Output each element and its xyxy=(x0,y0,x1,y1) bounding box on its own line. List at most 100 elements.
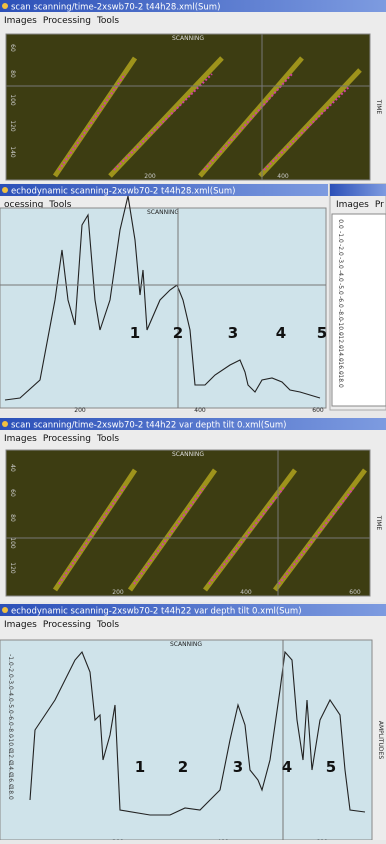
peak-marker: 5 xyxy=(326,758,336,776)
y-tick-label: -4.0 xyxy=(337,270,344,282)
y-tick-label: 120 xyxy=(9,120,16,132)
window-title: echodynamic scanning-2xswb70-2 t44h22 va… xyxy=(11,607,302,617)
menu-item[interactable]: Tools xyxy=(48,200,71,210)
menu-item[interactable]: ocessing xyxy=(4,200,43,210)
y-tick-label: -4.0 xyxy=(7,690,14,702)
y-tick-label: -8.0 xyxy=(337,309,344,321)
peak-marker: 1 xyxy=(135,758,145,776)
menu-item[interactable]: Pr xyxy=(375,200,384,210)
menu-item[interactable]: Tools xyxy=(96,16,119,26)
plot-title: SCANNING xyxy=(170,641,202,648)
window-icon xyxy=(2,3,8,9)
window-title: echodynamic scanning-2xswb70-2 t44h28.xm… xyxy=(11,187,235,197)
x-tick-label: 400 xyxy=(194,407,206,414)
menu-item[interactable]: Images xyxy=(4,620,37,630)
y-tick-label: 80 xyxy=(9,70,16,78)
menu-item[interactable]: Tools xyxy=(96,434,119,444)
y-tick-label: -18.0 xyxy=(7,784,14,800)
plot-area xyxy=(5,33,371,181)
menu-item[interactable]: Processing xyxy=(43,434,91,444)
peak-marker: 3 xyxy=(228,324,238,342)
y-tick-label: -1.0 xyxy=(7,654,14,666)
x-tick-label: 600 xyxy=(312,407,324,414)
y-tick-label: -6.0 xyxy=(337,296,344,308)
x-tick-label: 400 xyxy=(240,589,252,596)
window-icon xyxy=(2,421,8,427)
y-tick-label: -16.0 xyxy=(7,772,14,788)
signal-peak xyxy=(58,73,126,171)
title-bar xyxy=(0,0,386,12)
signal-peak xyxy=(263,85,351,171)
y-tick-label: -14.0 xyxy=(7,760,14,776)
y-tick-label: -10.0 xyxy=(337,320,344,336)
plot-area xyxy=(0,207,327,409)
y-tick-label: -18.0 xyxy=(337,372,344,388)
y-tick-label: 100 xyxy=(9,94,16,106)
plot-title: SCANNING xyxy=(147,209,179,216)
menu-item[interactable]: Images xyxy=(4,434,37,444)
window-title: scan scanning/time-2xswb70-2 t44h28.xml(… xyxy=(11,3,220,13)
y-tick-label: -3.0 xyxy=(337,257,344,269)
signal-peak xyxy=(203,73,293,171)
window-icon xyxy=(2,187,8,193)
menu-item[interactable]: Processing xyxy=(43,620,91,630)
title-bar xyxy=(0,184,328,196)
x-tick-label: 200 xyxy=(144,173,156,180)
peak-marker: 2 xyxy=(178,758,188,776)
x-tick-label: 200 xyxy=(74,407,86,414)
y-tick-label: -5.0 xyxy=(337,283,344,295)
axis-label: AMPLITUDES xyxy=(377,721,384,759)
peak-marker: 5 xyxy=(317,324,327,342)
y-tick-label: -14.0 xyxy=(337,346,344,362)
y-tick-label: -2.0 xyxy=(337,244,344,256)
echo-curve xyxy=(29,650,366,816)
peak-marker: 1 xyxy=(130,324,140,342)
window-icon xyxy=(2,607,8,613)
plot-title: SCANNING xyxy=(172,451,204,458)
y-tick-label: -10.0 xyxy=(7,736,14,752)
y-tick-label: 80 xyxy=(9,514,16,522)
menu-item[interactable]: Processing xyxy=(43,16,91,26)
y-tick-label: -16.0 xyxy=(337,359,344,375)
echo-curve xyxy=(4,195,321,401)
y-tick-label: -12.0 xyxy=(337,333,344,349)
side-plot xyxy=(331,213,386,407)
peak-marker: 3 xyxy=(233,758,243,776)
y-tick-label: -8.0 xyxy=(7,726,14,738)
menu-item[interactable]: Images xyxy=(4,16,37,26)
x-tick-label: 400 xyxy=(277,173,289,180)
x-tick-label: 600 xyxy=(349,589,361,596)
x-tick-label: 200 xyxy=(112,589,124,596)
y-tick-label: -1.0 xyxy=(337,231,344,243)
signal-peak xyxy=(113,73,213,171)
peak-marker: 2 xyxy=(173,324,183,342)
y-tick-label: 140 xyxy=(9,146,16,158)
signal-stripe xyxy=(198,56,304,178)
y-tick-label: 100 xyxy=(9,537,16,549)
y-tick-label: -12.0 xyxy=(7,748,14,764)
y-tick-label: -5.0 xyxy=(7,702,14,714)
y-tick-label: 60 xyxy=(9,44,16,52)
plot-title: SCANNING xyxy=(172,35,204,42)
peak-marker: 4 xyxy=(276,324,286,342)
y-tick-label: 40 xyxy=(9,464,16,472)
peak-marker: 4 xyxy=(282,758,292,776)
y-tick-label: -2.0 xyxy=(7,666,14,678)
plot-area xyxy=(5,449,371,597)
axis-label: TIME xyxy=(375,99,382,115)
menu-item[interactable]: Images xyxy=(336,200,369,210)
y-tick-label: 0.0 xyxy=(337,219,344,229)
menu-item[interactable]: Tools xyxy=(96,620,119,630)
signal-peak xyxy=(278,485,356,585)
signal-peak xyxy=(208,485,286,585)
window-title: scan scanning/time-2xswb70-2 t44h22 var … xyxy=(11,421,286,431)
plot-area xyxy=(0,639,373,841)
y-tick-label: 120 xyxy=(9,562,16,574)
title-bar xyxy=(0,418,386,430)
title-bar xyxy=(0,604,386,616)
side-title-bar xyxy=(330,184,386,196)
signal-peak xyxy=(133,485,206,585)
y-tick-label: 60 xyxy=(9,489,16,497)
